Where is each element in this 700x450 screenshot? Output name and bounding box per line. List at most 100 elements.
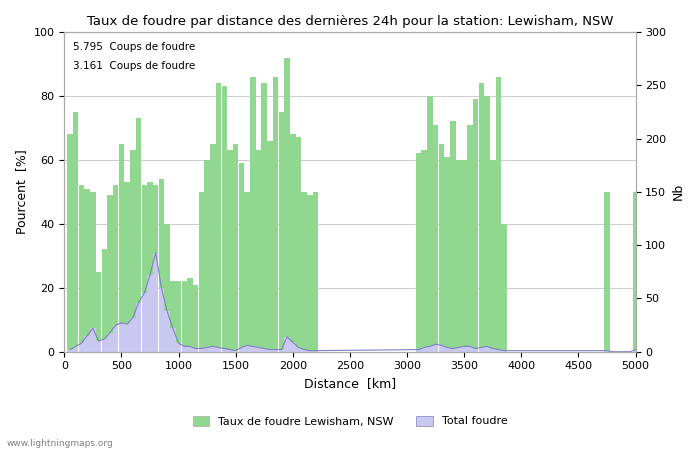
Y-axis label: Nb: Nb — [672, 183, 685, 200]
Bar — [159, 179, 164, 352]
Y-axis label: Pourcent  [%]: Pourcent [%] — [15, 149, 28, 234]
Bar — [216, 83, 221, 352]
Bar — [187, 278, 192, 352]
Bar — [136, 118, 141, 352]
Bar — [73, 346, 78, 352]
Bar — [433, 125, 438, 352]
Bar — [113, 185, 118, 352]
Bar — [279, 112, 284, 352]
Bar — [633, 350, 638, 352]
Bar — [176, 343, 181, 352]
Bar — [181, 346, 187, 352]
Bar — [90, 192, 96, 352]
Bar — [313, 192, 319, 352]
Bar — [267, 141, 273, 352]
Bar — [256, 150, 261, 352]
Bar — [467, 346, 473, 352]
Bar — [153, 252, 158, 352]
Bar — [250, 346, 255, 352]
Bar — [267, 350, 273, 352]
Bar — [501, 351, 507, 352]
Bar — [307, 195, 313, 352]
Bar — [102, 339, 107, 352]
Bar — [290, 134, 295, 352]
Bar — [433, 344, 438, 352]
Bar — [78, 185, 84, 352]
Bar — [490, 348, 496, 352]
Bar — [490, 160, 496, 352]
Bar — [181, 281, 187, 352]
Bar — [204, 347, 210, 352]
Bar — [427, 96, 433, 352]
Bar — [233, 144, 239, 352]
Bar — [473, 348, 478, 352]
Bar — [302, 350, 307, 352]
Bar — [96, 341, 101, 352]
Bar — [221, 86, 227, 352]
Bar — [216, 347, 221, 352]
Bar — [633, 192, 638, 352]
Bar — [296, 137, 301, 352]
Bar — [444, 347, 450, 352]
Bar — [279, 350, 284, 352]
Bar — [307, 351, 313, 352]
Bar — [250, 76, 255, 352]
X-axis label: Distance  [km]: Distance [km] — [304, 377, 396, 390]
Bar — [262, 348, 267, 352]
Bar — [421, 150, 427, 352]
Bar — [85, 189, 90, 352]
Bar — [444, 157, 450, 352]
Title: Taux de foudre par distance des dernières 24h pour la station: Lewisham, NSW: Taux de foudre par distance des dernière… — [87, 15, 613, 28]
Bar — [244, 345, 250, 352]
Bar — [96, 272, 101, 352]
Legend: Taux de foudre Lewisham, NSW, Total foudre: Taux de foudre Lewisham, NSW, Total foud… — [188, 411, 512, 431]
Bar — [136, 303, 141, 352]
Bar — [461, 346, 467, 352]
Bar — [450, 348, 456, 352]
Bar — [256, 347, 261, 352]
Bar — [141, 293, 147, 352]
Bar — [199, 348, 204, 352]
Bar — [204, 160, 210, 352]
Bar — [67, 350, 73, 352]
Bar — [284, 337, 290, 352]
Bar — [193, 348, 198, 352]
Bar — [421, 347, 427, 352]
Bar — [125, 324, 130, 352]
Text: www.lightningmaps.org: www.lightningmaps.org — [7, 439, 113, 448]
Bar — [78, 343, 84, 352]
Bar — [210, 346, 216, 352]
Bar — [313, 351, 319, 352]
Bar — [450, 122, 456, 352]
Bar — [244, 192, 250, 352]
Bar — [107, 333, 113, 352]
Bar — [416, 350, 421, 352]
Bar — [141, 185, 147, 352]
Bar — [125, 182, 130, 352]
Bar — [228, 350, 232, 352]
Bar — [604, 192, 610, 352]
Bar — [239, 163, 244, 352]
Bar — [176, 281, 181, 352]
Bar — [439, 345, 444, 352]
Bar — [302, 192, 307, 352]
Bar — [228, 150, 232, 352]
Bar — [461, 160, 467, 352]
Bar — [107, 195, 113, 352]
Bar — [496, 76, 501, 352]
Bar — [147, 182, 153, 352]
Bar — [290, 342, 295, 352]
Bar — [496, 350, 501, 352]
Bar — [164, 224, 170, 352]
Bar — [130, 318, 136, 352]
Bar — [187, 346, 192, 352]
Bar — [199, 192, 204, 352]
Bar — [119, 144, 124, 352]
Bar — [467, 125, 473, 352]
Bar — [604, 351, 610, 352]
Bar — [439, 144, 444, 352]
Bar — [85, 336, 90, 352]
Bar — [90, 328, 96, 352]
Bar — [67, 134, 73, 352]
Bar — [170, 328, 176, 352]
